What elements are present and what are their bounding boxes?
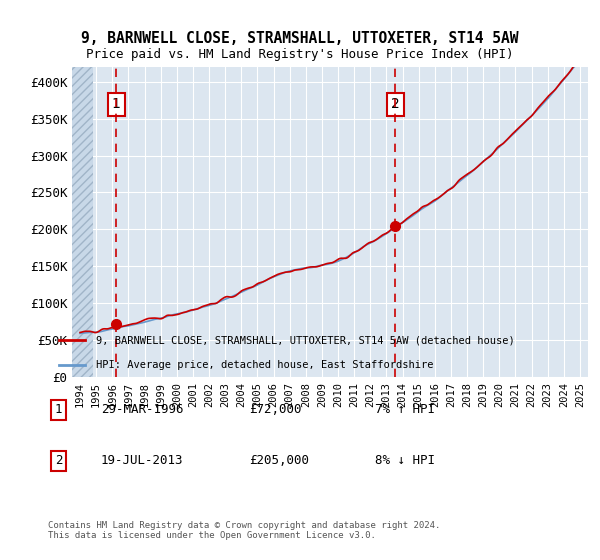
Text: £205,000: £205,000 xyxy=(248,454,308,468)
Text: 2: 2 xyxy=(55,454,62,468)
Text: £72,000: £72,000 xyxy=(248,403,301,416)
Bar xyxy=(72,67,93,377)
Text: 2: 2 xyxy=(391,97,400,111)
Text: 9, BARNWELL CLOSE, STRAMSHALL, UTTOXETER, ST14 5AW: 9, BARNWELL CLOSE, STRAMSHALL, UTTOXETER… xyxy=(81,31,519,46)
Text: 1: 1 xyxy=(112,97,121,111)
Text: 1: 1 xyxy=(55,403,62,416)
Text: Contains HM Land Registry data © Crown copyright and database right 2024.
This d: Contains HM Land Registry data © Crown c… xyxy=(48,521,440,540)
Text: Price paid vs. HM Land Registry's House Price Index (HPI): Price paid vs. HM Land Registry's House … xyxy=(86,48,514,60)
Text: 9, BARNWELL CLOSE, STRAMSHALL, UTTOXETER, ST14 5AW (detached house): 9, BARNWELL CLOSE, STRAMSHALL, UTTOXETER… xyxy=(95,335,514,346)
Text: 29-MAR-1996: 29-MAR-1996 xyxy=(101,403,184,416)
Text: HPI: Average price, detached house, East Staffordshire: HPI: Average price, detached house, East… xyxy=(95,360,433,370)
Text: 19-JUL-2013: 19-JUL-2013 xyxy=(101,454,184,468)
Text: 8% ↓ HPI: 8% ↓ HPI xyxy=(376,454,436,468)
Text: 7% ↑ HPI: 7% ↑ HPI xyxy=(376,403,436,416)
